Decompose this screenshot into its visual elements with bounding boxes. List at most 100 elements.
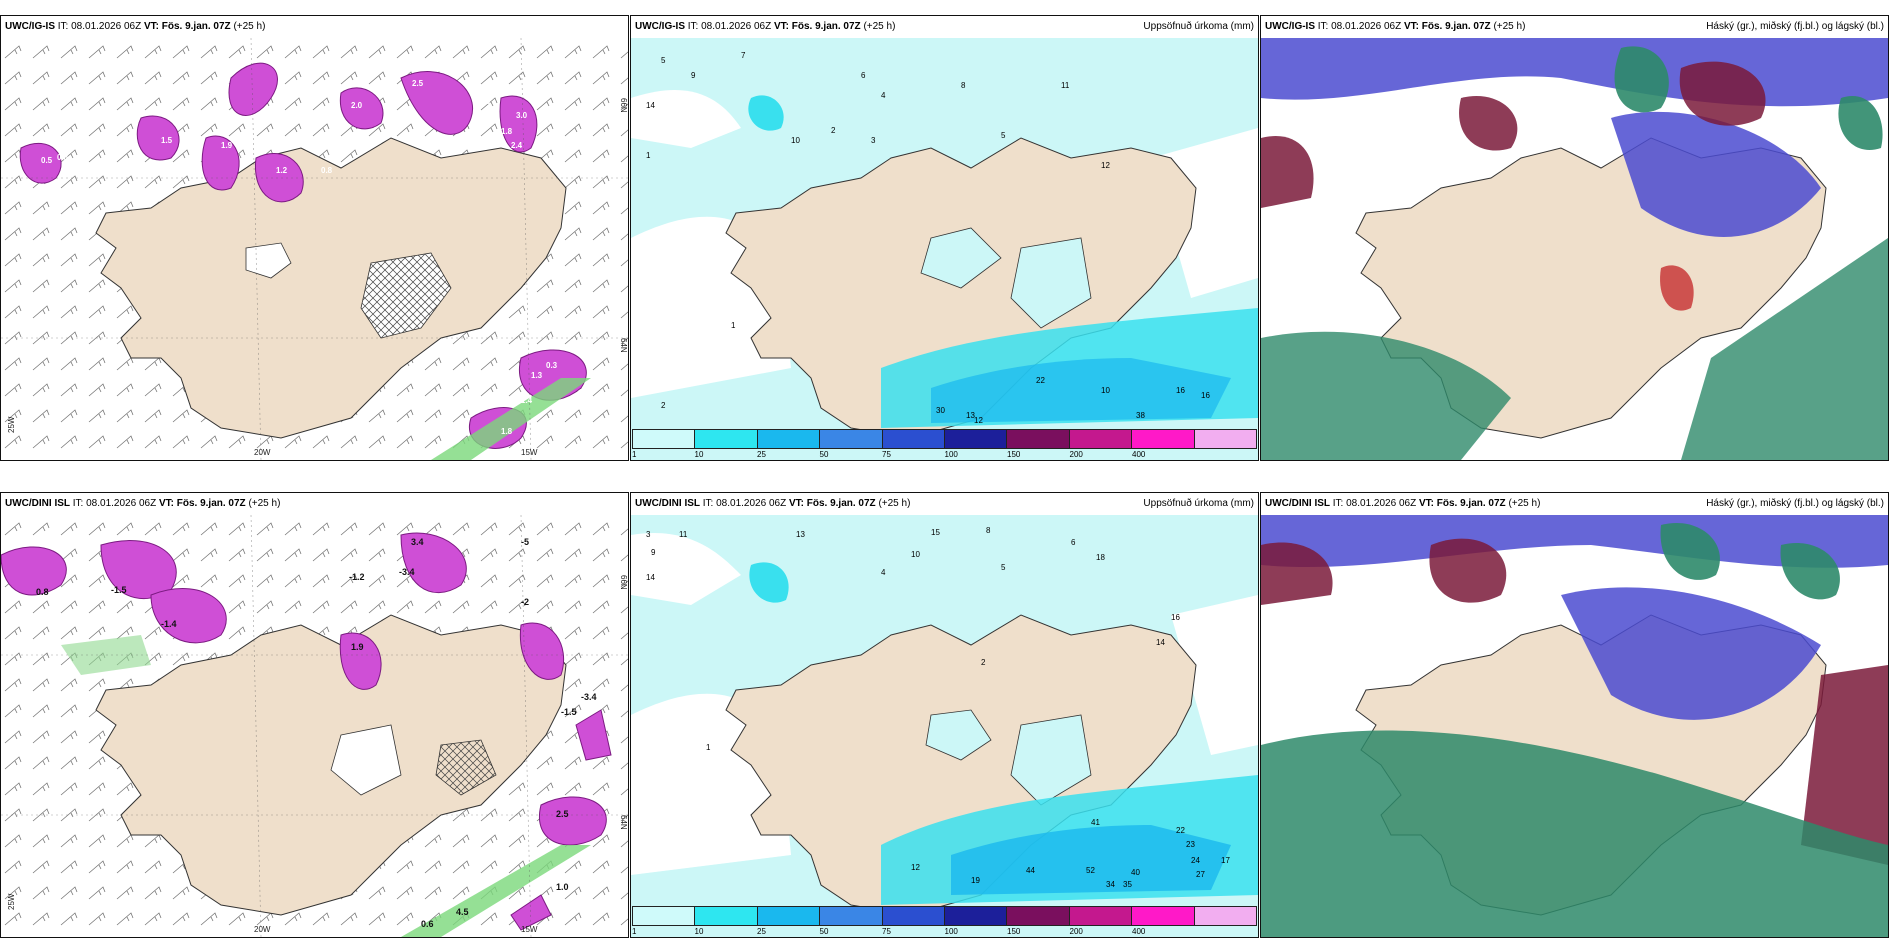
- wind-precip-map: -1.2 -3.4 -1.5 -5 -1.4 3.4 1.9 -2 -3.4 1…: [1, 515, 628, 937]
- svg-text:16: 16: [1171, 613, 1180, 622]
- svg-text:10: 10: [911, 550, 920, 559]
- wind-precip-map: 2.5 5.4 4.6 2.0 3.0 1.8 2.4 1.9 0.5 1.2 …: [1, 38, 628, 460]
- legend-tick-label: 1: [632, 450, 637, 459]
- svg-text:0.5: 0.5: [41, 156, 53, 165]
- it-label: IT:: [57, 21, 69, 32]
- svg-text:1.2: 1.2: [276, 166, 288, 175]
- legend-tick-label: 75: [882, 450, 891, 459]
- legend-tick-label: 150: [1007, 927, 1021, 936]
- svg-text:11: 11: [679, 530, 688, 539]
- legend-swatch: [1194, 430, 1257, 448]
- panel-header: UWC/IG-IS IT: 08.01.2026 06Z VT: Fös. 9.…: [1, 16, 628, 38]
- svg-text:-3.4: -3.4: [399, 567, 415, 577]
- svg-text:4.5: 4.5: [456, 907, 469, 917]
- vt-label: VT:: [788, 498, 804, 509]
- svg-text:1: 1: [706, 743, 711, 752]
- panel-title: Háský (gr.), miðský (fj.bl.) og lágský (…: [1706, 21, 1884, 32]
- valid-time: Fös. 9.jan. 07Z: [806, 498, 876, 509]
- svg-text:1: 1: [646, 151, 651, 160]
- lat-label-64n: 64N: [619, 338, 628, 353]
- vt-label: VT:: [773, 21, 789, 32]
- panel-header: UWC/DINI ISL IT: 08.01.2026 06Z VT: Fös.…: [631, 493, 1258, 515]
- valid-time: Fös. 9.jan. 07Z: [176, 498, 246, 509]
- svg-text:13: 13: [796, 530, 805, 539]
- legend-swatch: [945, 907, 1008, 925]
- svg-text:1: 1: [731, 321, 736, 330]
- svg-text:34: 34: [1106, 880, 1115, 889]
- model-name: UWC/DINI ISL: [635, 498, 700, 509]
- it-label: IT:: [687, 21, 699, 32]
- init-time: 08.01.2026 06Z: [716, 498, 787, 509]
- panel-header: UWC/IG-IS IT: 08.01.2026 06Z VT: Fös. 9.…: [1261, 16, 1888, 38]
- svg-text:-1.5: -1.5: [111, 585, 127, 595]
- iceland-land: [725, 137, 1197, 439]
- svg-text:19: 19: [971, 876, 980, 885]
- panel-header: UWC/DINI ISL IT: 08.01.2026 06Z VT: Fös.…: [1, 493, 628, 515]
- svg-text:35: 35: [1123, 880, 1132, 889]
- svg-text:3.0: 3.0: [516, 111, 528, 120]
- vt-label: VT:: [158, 498, 174, 509]
- svg-text:4: 4: [881, 91, 886, 100]
- svg-text:22: 22: [1036, 376, 1045, 385]
- wind-barb-grid: [1, 38, 628, 460]
- svg-text:3: 3: [871, 136, 876, 145]
- legend-tick-label: 150: [1007, 450, 1021, 459]
- model-name: UWC/DINI ISL: [5, 498, 70, 509]
- precip-legend: 1 10 25 50 75 100 150 200 400: [632, 429, 1257, 459]
- svg-text:1.8: 1.8: [501, 427, 513, 436]
- it-label: IT:: [702, 498, 714, 509]
- precip-cells: [1, 532, 612, 931]
- model-name: UWC/IG-IS: [5, 21, 55, 32]
- svg-text:7: 7: [741, 51, 746, 60]
- svg-text:52: 52: [1086, 866, 1095, 875]
- panel-title: Háský (gr.), miðský (fj.bl.) og lágský (…: [1706, 498, 1884, 509]
- svg-text:2.5: 2.5: [412, 79, 424, 88]
- svg-text:-5: -5: [521, 537, 529, 547]
- legend-ticks: 1 10 25 50 75 100 150 200 400: [632, 926, 1257, 937]
- svg-text:14: 14: [646, 101, 655, 110]
- svg-text:15: 15: [931, 528, 940, 537]
- legend-swatch: [945, 430, 1008, 448]
- svg-text:3.4: 3.4: [411, 537, 424, 547]
- init-time: 08.01.2026 06Z: [701, 21, 772, 32]
- legend-tick-label: 75: [882, 927, 891, 936]
- panel-ig-wind-precip: UWC/IG-IS IT: 08.01.2026 06Z VT: Fös. 9.…: [0, 15, 629, 461]
- svg-text:14: 14: [1156, 638, 1165, 647]
- cloud-map: [1261, 38, 1888, 460]
- legend-color-bar: [632, 429, 1257, 449]
- legend-swatch: [1132, 430, 1195, 448]
- init-time: 08.01.2026 06Z: [86, 498, 157, 509]
- precip-value-labels: 2.5 5.4 4.6 2.0 3.0 1.8 2.4 1.9 0.5 1.2 …: [41, 79, 558, 436]
- legend-ticks: 1 10 25 50 75 100 150 200 400: [632, 449, 1257, 460]
- panel-title: Uppsöfnuð úrkoma (mm): [1143, 498, 1254, 509]
- lead-time: (+25 h): [248, 498, 281, 509]
- legend-tick-label: 50: [819, 927, 829, 936]
- svg-text:38: 38: [1136, 411, 1145, 420]
- lat-label-64n: 64N: [619, 815, 628, 830]
- legend-tick-label: 200: [1069, 450, 1083, 459]
- legend-swatch: [633, 430, 696, 448]
- svg-text:16: 16: [1176, 386, 1185, 395]
- valid-time: Fös. 9.jan. 07Z: [791, 21, 861, 32]
- svg-text:2: 2: [831, 126, 836, 135]
- svg-text:10: 10: [791, 136, 800, 145]
- svg-text:1.5: 1.5: [161, 136, 173, 145]
- it-label: IT:: [1317, 21, 1329, 32]
- lon-label-15w: 15W: [521, 925, 538, 934]
- legend-tick-label: 100: [944, 450, 958, 459]
- legend-tick-label: 400: [1132, 450, 1146, 459]
- vt-label: VT:: [143, 21, 159, 32]
- init-time: 08.01.2026 06Z: [1331, 21, 1402, 32]
- svg-text:-1.5: -1.5: [561, 707, 577, 717]
- lead-time: (+25 h): [233, 21, 266, 32]
- lat-label-25w: 25W: [7, 416, 16, 433]
- svg-text:0.8: 0.8: [57, 153, 69, 162]
- legend-tick-label: 1: [632, 927, 637, 936]
- lon-label-20w: 20W: [254, 925, 271, 934]
- legend-swatch: [757, 430, 821, 448]
- iceland-land: [95, 137, 567, 439]
- svg-text:-1.2: -1.2: [349, 572, 365, 582]
- svg-text:10: 10: [1101, 386, 1110, 395]
- wind-barb-grid: [1, 515, 628, 937]
- svg-text:8: 8: [986, 526, 991, 535]
